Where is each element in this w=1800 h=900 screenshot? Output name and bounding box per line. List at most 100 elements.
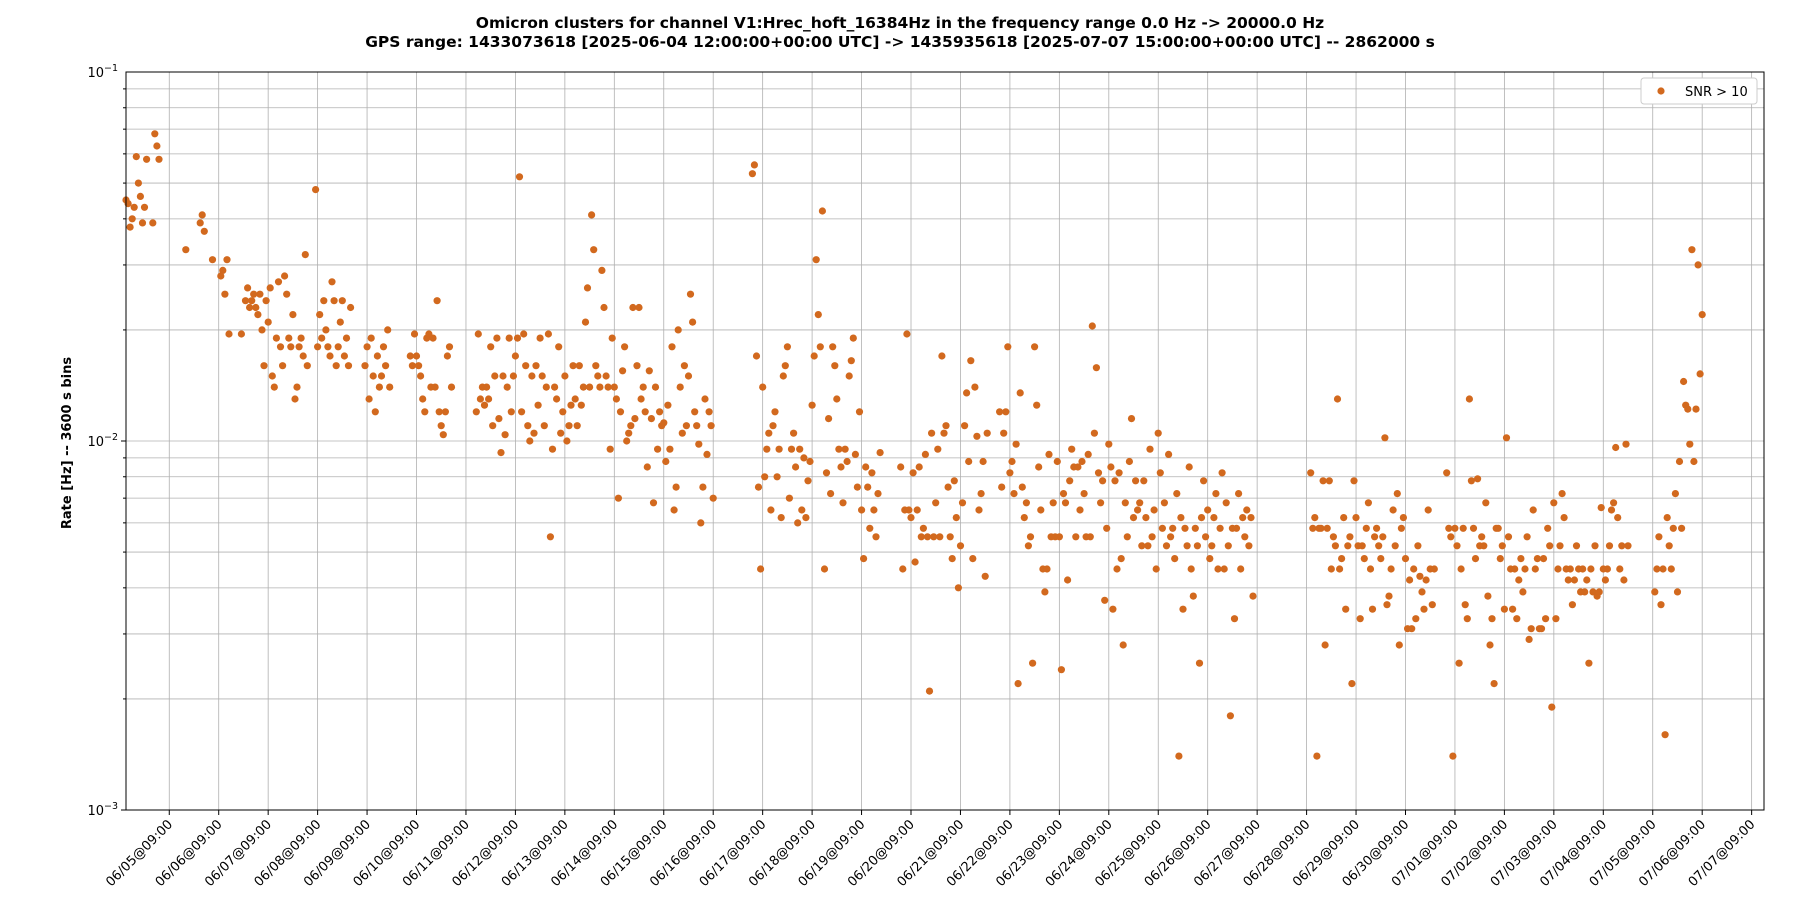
data-point [1249,592,1257,600]
data-point [1395,641,1403,649]
data-point [365,395,373,403]
data-point [285,334,293,342]
data-point [1080,490,1088,498]
data-point [691,408,699,416]
data-point [1189,592,1197,600]
data-point [573,422,581,430]
data-point [1480,542,1488,550]
data-point [596,383,604,391]
data-point [1389,506,1397,514]
data-point [1368,605,1377,613]
data-point [1193,542,1201,550]
data-point [1373,524,1381,532]
data-point [1239,514,1247,522]
data-point [579,383,588,391]
data-point [1138,542,1146,550]
data-point [281,272,289,280]
data-point [1158,524,1166,532]
data-point [1482,499,1490,507]
data-point [1379,533,1387,541]
data-point [347,303,355,312]
data-point [528,372,536,380]
data-point [1659,565,1667,573]
data-point [934,445,942,453]
data-point [342,334,351,342]
data-point [272,334,280,342]
data-point [301,251,309,259]
data-point [1099,477,1107,485]
data-point [1024,542,1032,550]
data-point [505,334,513,342]
data-point [1471,555,1480,563]
data-point [1148,533,1156,541]
data-point [472,408,480,416]
data-point [1469,524,1478,532]
data-point [565,422,573,430]
data-point [1560,514,1568,522]
data-point [429,334,437,342]
data-point [476,395,484,403]
data-point [316,311,324,319]
data-point [536,334,544,342]
data-point [1517,555,1525,563]
data-point [1090,429,1098,437]
data-point [1399,514,1407,522]
data-point [501,431,509,439]
data-point [1156,469,1164,477]
data-point [1041,588,1049,596]
data-point [837,463,845,471]
data-point [1385,592,1393,600]
data-points [122,130,1706,760]
data-point [864,483,872,491]
data-point [1564,576,1572,584]
data-point [130,203,138,211]
data-point [250,290,258,298]
data-point [682,422,691,430]
data-point [1381,434,1389,442]
data-point [1241,533,1249,541]
data-point [835,445,843,453]
data-point [1064,576,1072,584]
data-point [853,483,862,491]
data-point [759,383,767,391]
data-point [1570,576,1578,584]
data-point [942,422,950,430]
data-point [268,372,276,380]
data-point [487,343,495,351]
data-point [1154,429,1162,437]
data-point [1200,477,1208,485]
data-point [542,383,550,391]
data-point [1579,565,1587,573]
data-point [940,429,948,437]
data-point [1449,752,1457,760]
data-point [948,555,956,563]
data-point [1165,450,1173,458]
data-point [244,284,252,292]
data-point [1406,576,1414,584]
data-point [483,383,491,391]
data-point [1410,565,1418,573]
data-point [386,383,394,391]
data-point [1678,524,1686,532]
data-point [1498,542,1506,550]
data-point [140,203,149,211]
data-point [812,256,820,264]
data-point [520,330,528,338]
data-point [134,179,142,187]
data-point [153,142,161,150]
data-point [802,514,810,522]
data-point [1581,588,1589,596]
data-point [701,395,709,403]
data-point [833,395,841,403]
data-point [903,330,911,338]
data-point [1408,625,1416,633]
data-point [569,362,577,370]
data-point [1620,576,1628,584]
data-point [1321,641,1329,649]
data-point [221,290,229,298]
data-point [1150,506,1158,514]
data-point [796,445,804,453]
data-point [196,219,204,227]
data-point [1521,565,1529,573]
data-point [872,533,880,541]
